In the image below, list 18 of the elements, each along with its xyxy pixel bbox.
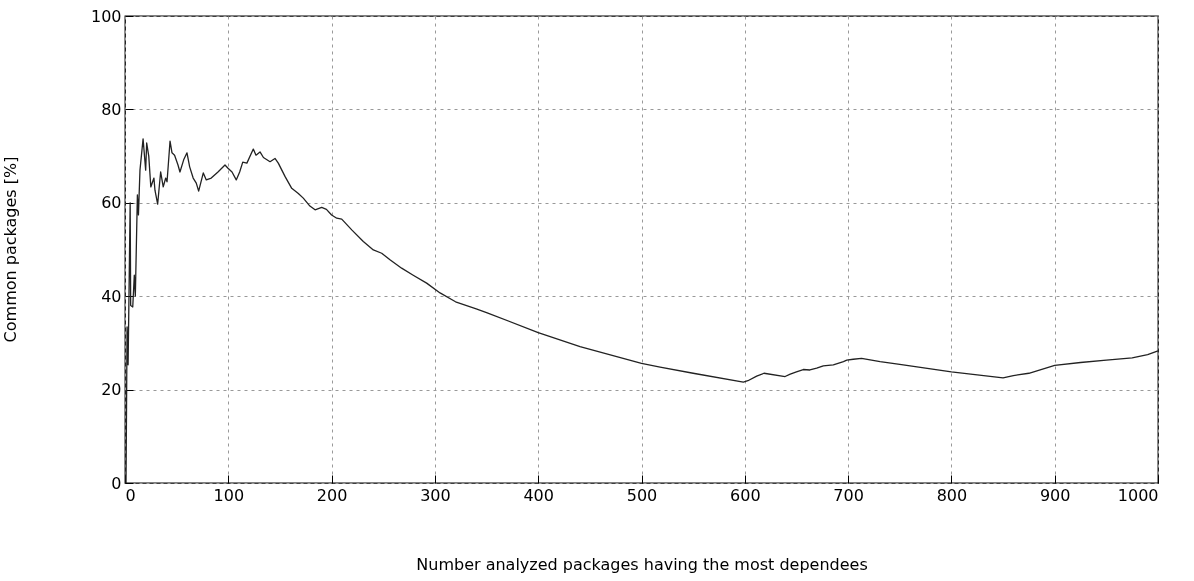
y-tick-label: 20 bbox=[101, 380, 122, 400]
x-tick-label: 100 bbox=[213, 485, 245, 505]
y-tick-label: 80 bbox=[101, 99, 122, 119]
x-tick-label: 0 bbox=[125, 485, 136, 505]
y-tick-label: 40 bbox=[101, 286, 122, 306]
y-axis-title: Common packages [%] bbox=[0, 156, 20, 343]
x-axis-title: Number analyzed packages having the most dependees bbox=[416, 554, 868, 574]
x-tick-label: 400 bbox=[523, 485, 554, 505]
y-tick-label: 60 bbox=[101, 193, 122, 213]
x-tick-label: 1000 bbox=[1117, 485, 1159, 505]
x-tick-label: 300 bbox=[420, 485, 451, 505]
x-tick-label: 900 bbox=[1039, 485, 1071, 505]
y-tick-label: 100 bbox=[90, 6, 122, 26]
x-tick-label: 800 bbox=[936, 485, 968, 505]
x-tick-label: 700 bbox=[833, 485, 864, 505]
x-tick-label: 200 bbox=[316, 485, 348, 505]
x-tick-label: 600 bbox=[730, 485, 761, 505]
x-tick-label: 500 bbox=[626, 485, 658, 505]
